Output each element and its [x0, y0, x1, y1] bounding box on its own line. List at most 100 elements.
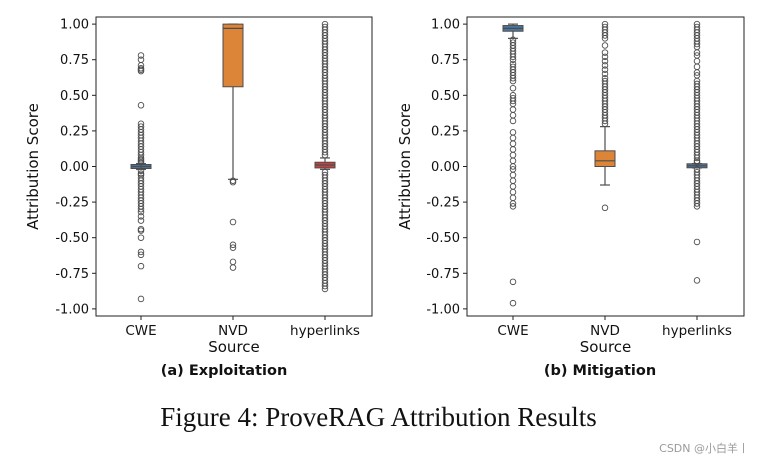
y-tick-label: -0.50 — [55, 231, 89, 246]
panel-mitigation: -1.00 -0.75 -0.50 -0.25 0.00 0.25 0.50 0.75 1.00… — [396, 16, 745, 379]
y-tick-label: 0.00 — [60, 160, 89, 175]
flier-point — [321, 282, 329, 290]
flier-point — [137, 67, 145, 75]
y-tick-label: -1.00 — [426, 302, 460, 317]
flier-point — [509, 200, 517, 207]
flier-point — [137, 158, 145, 166]
flier-point — [137, 205, 145, 213]
flier-point — [509, 299, 517, 307]
flier-point — [509, 134, 517, 142]
flier-point — [509, 157, 517, 165]
flier-point — [137, 213, 145, 220]
y-tick-label: -0.50 — [426, 231, 460, 246]
figure-canvas: -1.00 -0.75 -0.50 -0.25 0.00 0.25 0.50 0.75 1.00… — [24, 16, 745, 379]
y-tick-label: -0.75 — [426, 267, 460, 282]
flier-point — [509, 56, 517, 63]
flier-point — [693, 158, 701, 166]
flier-point — [137, 56, 145, 63]
flier-point — [509, 171, 517, 179]
flier-point — [229, 178, 237, 186]
flier-point — [229, 264, 237, 271]
flier-point — [321, 149, 329, 156]
flier-point — [601, 32, 609, 39]
y-tick-label: 0.75 — [431, 53, 460, 68]
flier-point — [601, 66, 609, 73]
flier-point — [509, 163, 517, 170]
box-hyperlinks — [314, 20, 336, 293]
x-axis-label: Source — [580, 338, 632, 356]
x-tick-label: CWE — [497, 323, 528, 339]
flier-point — [601, 49, 609, 56]
x-tick-label: hyperlinks — [290, 323, 360, 339]
flier-point — [509, 140, 517, 147]
x-tick-label: NVD — [218, 323, 248, 339]
flier-point — [601, 117, 609, 125]
flier-point — [137, 251, 145, 259]
flier-point — [509, 203, 517, 210]
flier-point — [229, 241, 237, 249]
y-tick-label: 1.00 — [431, 18, 460, 33]
y-tick-label: 1.00 — [60, 18, 89, 33]
box-body — [594, 150, 616, 167]
flier-point — [509, 278, 517, 286]
flier-point — [137, 208, 145, 216]
y-tick-label: 0.00 — [431, 160, 460, 175]
y-axis-label: Attribution Score — [396, 103, 414, 230]
flier-point — [137, 295, 145, 303]
y-tick-label: 0.50 — [431, 89, 460, 104]
flier-point — [601, 62, 609, 69]
flier-point — [693, 69, 701, 76]
panel-subtitle: (b) Mitigation — [544, 363, 656, 379]
flier-point — [509, 117, 517, 125]
flier-point — [137, 227, 145, 234]
flier-point — [509, 188, 517, 196]
flier-point — [509, 129, 517, 136]
flier-point — [509, 111, 517, 119]
flier-point — [693, 63, 701, 71]
flier-point — [509, 84, 517, 92]
flier-point — [137, 262, 145, 270]
flier-point — [229, 218, 237, 226]
flier-point — [509, 183, 517, 190]
flier-point — [509, 77, 517, 85]
flier-point — [601, 35, 609, 42]
box-cwe — [130, 52, 152, 303]
flier-point — [601, 204, 609, 212]
flier-point — [509, 97, 517, 105]
flier-point — [693, 49, 701, 56]
x-tick-label: hyperlinks — [662, 323, 732, 339]
flier-point — [509, 194, 517, 202]
flier-point — [509, 74, 517, 82]
flier-point — [601, 120, 609, 128]
y-tick-label: -0.25 — [426, 196, 460, 211]
x-tick-label: CWE — [125, 323, 156, 339]
flier-point — [509, 146, 517, 153]
flier-point — [229, 258, 237, 266]
box-hyperlinks — [686, 20, 708, 284]
flier-point — [509, 151, 517, 159]
flier-point — [137, 234, 145, 241]
y-tick-label: -0.75 — [55, 267, 89, 282]
flier-point — [601, 57, 609, 65]
flier-point — [509, 106, 517, 113]
figure-caption: Figure 4: ProveRAG Attribution Results — [160, 402, 597, 432]
flier-point — [693, 203, 701, 210]
watermark: CSDN @小白羊丨 — [659, 442, 749, 455]
flier-point — [509, 177, 517, 184]
flier-point — [321, 285, 329, 293]
panel-subtitle: (a) Exploitation — [161, 363, 288, 379]
flier-point — [601, 42, 609, 49]
flier-point — [137, 52, 145, 59]
flier-point — [137, 102, 145, 109]
box-nvd — [594, 20, 616, 212]
box-cwe — [502, 23, 524, 307]
flier-point — [137, 167, 145, 175]
flier-point — [137, 248, 145, 256]
flier-point — [693, 277, 701, 284]
box-nvd — [222, 23, 244, 271]
flier-point — [229, 244, 237, 251]
flier-point — [137, 217, 145, 224]
flier-point — [693, 238, 701, 246]
y-tick-label: 0.75 — [60, 53, 89, 68]
y-tick-label: -0.25 — [55, 196, 89, 211]
